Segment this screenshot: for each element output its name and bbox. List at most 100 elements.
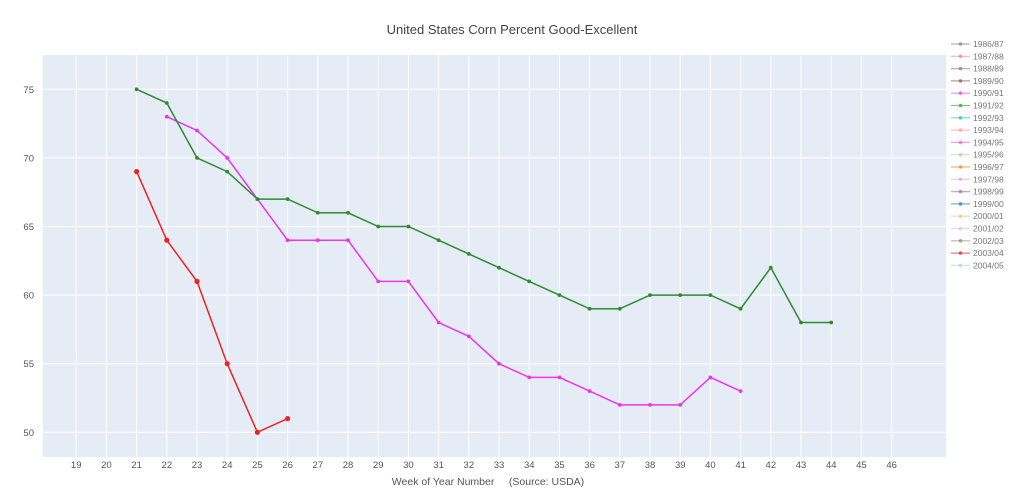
x-tick-label: 46	[886, 460, 897, 471]
x-tick-label: 44	[826, 460, 837, 471]
legend-item[interactable]: 1991/92	[951, 101, 1004, 111]
legend-swatch-marker	[958, 239, 963, 243]
data-point	[738, 389, 743, 393]
legend-item[interactable]: 1986/87	[951, 39, 1004, 49]
x-tick-label: 26	[282, 460, 293, 471]
series-line	[135, 171, 288, 434]
legend-swatch-marker	[958, 152, 963, 157]
data-point	[164, 114, 169, 119]
legend-swatch-marker	[958, 263, 963, 268]
x-tick-label: 22	[162, 460, 173, 471]
data-point	[255, 197, 260, 202]
data-point	[164, 101, 169, 105]
x-tick-label: 20	[101, 460, 112, 471]
legend-item[interactable]: 1998/99	[951, 187, 1004, 197]
data-point	[648, 403, 652, 407]
legend-swatch-marker	[958, 91, 963, 95]
data-point	[436, 320, 441, 325]
x-tick-label: 30	[403, 460, 414, 471]
legend-label: 1995/96	[973, 150, 1004, 160]
legend-item[interactable]: 1990/91	[951, 88, 1004, 98]
legend-swatch-marker	[958, 54, 963, 59]
y-tick-label: 50	[23, 428, 34, 439]
x-tick-label: 33	[494, 460, 505, 471]
y-tick-labels: 50 55 60 65 70 75	[23, 85, 34, 439]
legend-swatch-marker	[958, 116, 963, 120]
x-tick-label: 34	[524, 460, 535, 471]
y-tick-label: 60	[23, 291, 34, 302]
data-point	[376, 279, 381, 284]
legend-item[interactable]: 2000/01	[951, 211, 1004, 221]
data-point	[829, 320, 834, 325]
legend-label: 2004/05	[973, 260, 1004, 270]
data-point	[497, 361, 501, 366]
series-1	[134, 87, 834, 325]
data-point	[406, 224, 411, 229]
x-tick-label: 42	[766, 460, 777, 471]
data-point	[527, 279, 532, 284]
data-point	[285, 416, 291, 422]
data-point	[164, 237, 170, 243]
data-point	[195, 128, 199, 133]
data-point	[738, 306, 743, 311]
legend-item[interactable]: 1989/90	[951, 76, 1004, 86]
y-tick-label: 70	[23, 153, 34, 164]
legend-swatch-marker	[958, 165, 963, 169]
plot-area	[43, 55, 946, 457]
legend[interactable]: 1986/87 1987/88 1988/89 1989/90 1990/91 1991/…	[951, 39, 1004, 270]
legend-item[interactable]: 2004/05	[951, 260, 1004, 270]
data-point	[195, 156, 199, 160]
data-point	[799, 320, 803, 325]
x-tick-label: 41	[735, 460, 746, 471]
legend-swatch-marker	[958, 140, 963, 145]
legend-item[interactable]: 1997/98	[951, 174, 1004, 184]
legend-swatch-marker	[958, 42, 963, 46]
data-point	[678, 293, 683, 297]
data-point	[406, 279, 411, 284]
legend-label: 1988/89	[973, 64, 1004, 74]
data-point	[285, 197, 290, 202]
legend-item[interactable]: 1994/95	[951, 137, 1004, 147]
data-point	[224, 361, 230, 367]
data-point	[346, 238, 350, 243]
data-point	[617, 403, 622, 407]
chart-title: United States Corn Percent Good-Excellen…	[387, 22, 638, 37]
legend-label: 2000/01	[973, 211, 1004, 221]
y-tick-label: 55	[23, 359, 34, 370]
legend-swatch-marker	[958, 103, 963, 108]
legend-item[interactable]: 1993/94	[951, 125, 1004, 135]
data-point	[376, 224, 381, 229]
grid	[43, 55, 946, 457]
data-point	[587, 389, 592, 393]
legend-item[interactable]: 1999/00	[951, 199, 1004, 209]
legend-item[interactable]: 1987/88	[951, 51, 1004, 61]
legend-item[interactable]: 2001/02	[951, 224, 1004, 234]
x-tick-label: 45	[856, 460, 867, 471]
data-point	[708, 375, 713, 380]
legend-item[interactable]: 1995/96	[951, 150, 1004, 160]
x-axis-title: Week of Year Number (Source: USDA)	[392, 476, 584, 488]
legend-swatch-marker	[958, 79, 963, 83]
data-point	[466, 252, 471, 256]
x-tick-label: 21	[131, 460, 142, 471]
data-point	[225, 169, 230, 174]
legend-swatch-marker	[958, 251, 963, 255]
x-tick-label: 27	[313, 460, 324, 471]
y-tick-label: 65	[23, 222, 34, 233]
legend-label: 1990/91	[973, 88, 1004, 98]
data-point	[225, 156, 230, 160]
legend-swatch-marker	[958, 128, 963, 132]
data-point	[436, 238, 441, 243]
legend-item[interactable]: 2002/03	[951, 236, 1004, 246]
legend-item[interactable]: 1992/93	[951, 113, 1004, 123]
legend-label: 1986/87	[973, 39, 1004, 49]
x-tick-label: 31	[433, 460, 444, 471]
x-tick-label: 19	[71, 460, 82, 471]
legend-label: 1992/93	[973, 113, 1004, 123]
series-line	[166, 116, 741, 406]
legend-item[interactable]: 1988/89	[951, 64, 1004, 74]
legend-swatch-marker	[958, 202, 963, 206]
legend-item[interactable]: 2003/04	[951, 248, 1004, 258]
legend-item[interactable]: 1996/97	[951, 162, 1004, 172]
